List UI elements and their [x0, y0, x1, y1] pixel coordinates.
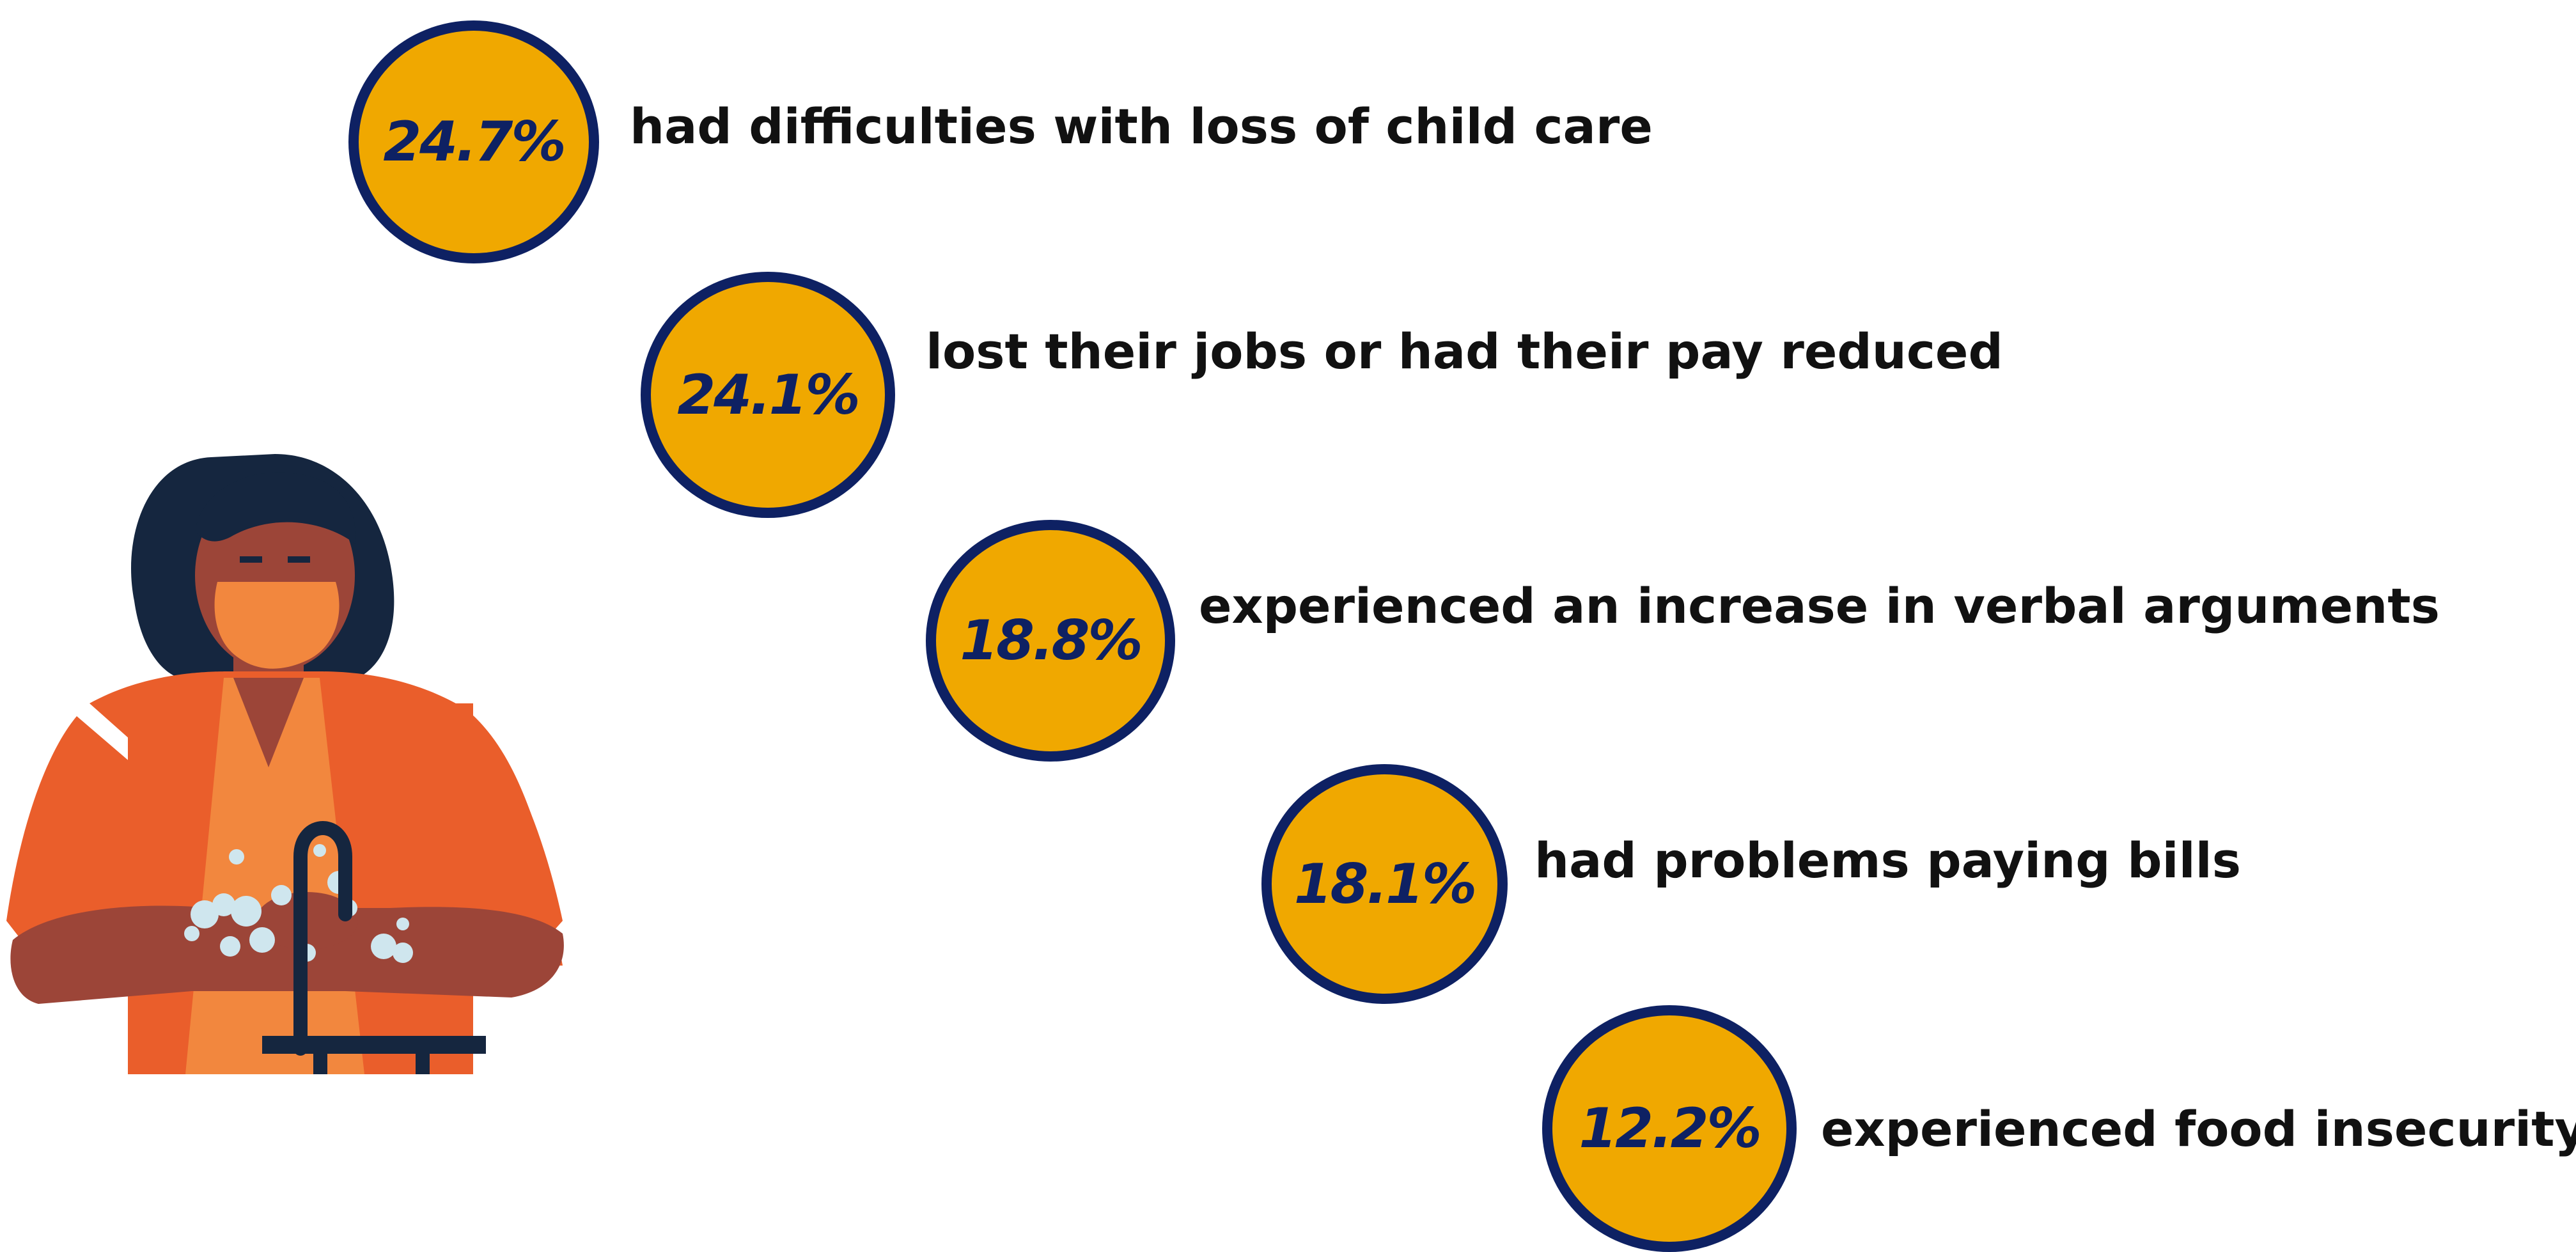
stat-value: 24.7%	[383, 110, 566, 174]
stat-value: 18.1%	[1293, 852, 1477, 916]
stat-circle: 12.2%	[1542, 1005, 1797, 1252]
stat-circle: 24.7%	[348, 20, 599, 263]
stat-label: experienced an increase in verbal argume…	[1199, 577, 2440, 634]
stat-label: lost their jobs or had their pay reduced	[926, 323, 2003, 380]
stat-circle: 18.8%	[926, 520, 1175, 762]
stat-circle: 24.1%	[641, 272, 895, 518]
stat-value: 24.1%	[677, 363, 860, 427]
person-washing-hands-icon	[6, 454, 564, 1074]
stat-value: 18.8%	[960, 609, 1143, 673]
stat-label: experienced food insecurity	[1821, 1100, 2576, 1157]
stat-circle: 18.1%	[1261, 764, 1508, 1004]
stat-value: 12.2%	[1579, 1097, 1761, 1161]
stat-label: had problems paying bills	[1534, 832, 2241, 889]
stat-label: had difficulties with loss of child care	[630, 98, 1653, 155]
